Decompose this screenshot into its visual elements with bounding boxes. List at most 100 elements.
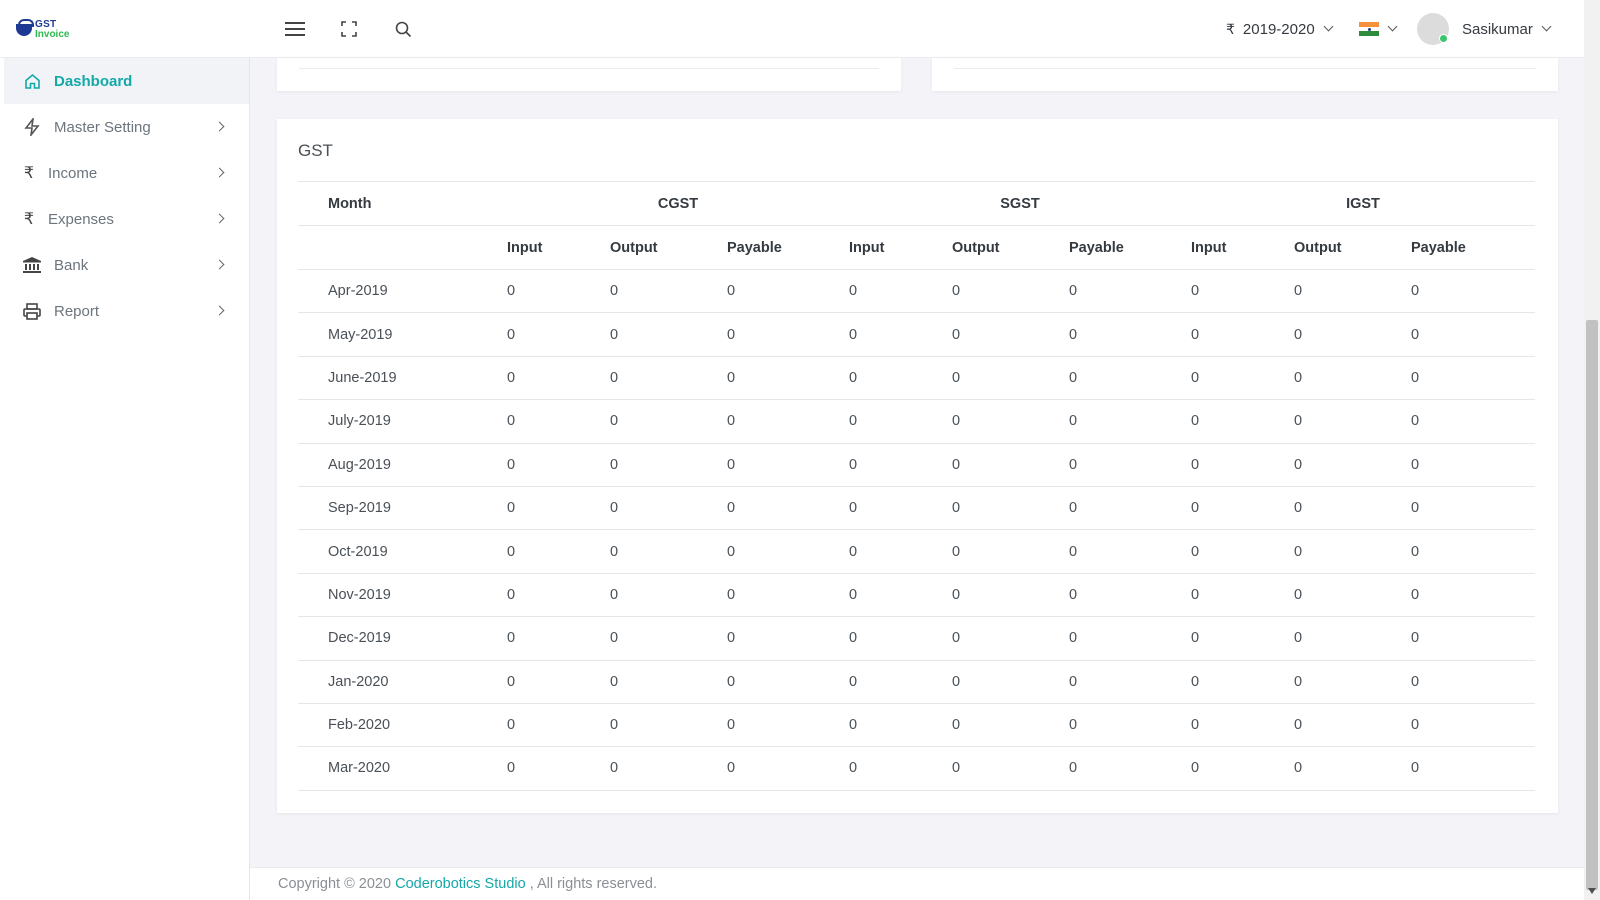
value-cell: 0 — [952, 616, 1069, 661]
value-cell: 0 — [610, 572, 727, 617]
column-header-blank — [298, 225, 507, 270]
user-menu-dropdown[interactable]: Sasikumar — [1462, 0, 1552, 58]
summary-card-right — [932, 58, 1558, 91]
value-cell: 0 — [727, 746, 849, 791]
logo-text-bottom: Invoice — [35, 29, 70, 40]
column-header-igst-payable: Payable — [1411, 225, 1535, 270]
value-cell: 0 — [610, 399, 727, 444]
value-cell: 0 — [1069, 659, 1191, 704]
value-cell: 0 — [727, 485, 849, 530]
value-cell: 0 — [849, 268, 952, 313]
logo-text-top: GST — [35, 19, 57, 30]
value-cell: 0 — [727, 529, 849, 574]
value-cell: 0 — [507, 746, 610, 791]
table-row: Nov-2019 0 0 0 0 0 0 0 0 0 — [298, 572, 1535, 617]
app-logo[interactable]: GST Invoice — [16, 18, 86, 42]
sidebar: Dashboard Master Setting ₹ Income ₹ Expe… — [0, 58, 250, 900]
value-cell: 0 — [1411, 702, 1535, 747]
sidebar-item-dashboard[interactable]: Dashboard — [4, 58, 249, 104]
sidebar-item-income[interactable]: ₹ Income — [0, 150, 249, 196]
value-cell: 0 — [507, 355, 610, 400]
value-cell: 0 — [849, 355, 952, 400]
copyright-prefix: Copyright © 2020 — [278, 876, 396, 892]
value-cell: 0 — [1069, 442, 1191, 487]
value-cell: 0 — [1411, 572, 1535, 617]
value-cell: 0 — [849, 442, 952, 487]
month-cell: Mar-2020 — [298, 746, 507, 791]
india-flag-icon — [1359, 22, 1379, 37]
value-cell: 0 — [507, 268, 610, 313]
value-cell: 0 — [849, 572, 952, 617]
value-cell: 0 — [952, 659, 1069, 704]
chevron-right-icon — [214, 259, 225, 270]
online-status-dot — [1439, 34, 1448, 43]
page-scrollbar-thumb[interactable] — [1586, 320, 1598, 890]
value-cell: 0 — [727, 572, 849, 617]
value-cell: 0 — [1411, 659, 1535, 704]
value-cell: 0 — [507, 702, 610, 747]
month-cell: Dec-2019 — [298, 616, 507, 661]
value-cell: 0 — [849, 399, 952, 444]
value-cell: 0 — [727, 616, 849, 661]
table-header-sub-row: Input Output Payable Input Output Payabl… — [298, 225, 1535, 270]
sidebar-item-report[interactable]: Report — [0, 288, 249, 334]
value-cell: 0 — [1294, 746, 1411, 791]
gst-table: Month CGST SGST IGST Input Output Payabl… — [298, 181, 1535, 791]
value-cell: 0 — [849, 702, 952, 747]
table-row: Oct-2019 0 0 0 0 0 0 0 0 0 — [298, 529, 1535, 574]
sidebar-item-expenses[interactable]: ₹ Expenses — [0, 196, 249, 242]
gst-card-title: GST — [298, 141, 333, 160]
value-cell: 0 — [1191, 399, 1294, 444]
column-header-sgst-payable: Payable — [1069, 225, 1191, 270]
value-cell: 0 — [507, 572, 610, 617]
value-cell: 0 — [1294, 399, 1411, 444]
value-cell: 0 — [1411, 268, 1535, 313]
value-cell: 0 — [1294, 616, 1411, 661]
value-cell: 0 — [1294, 442, 1411, 487]
value-cell: 0 — [610, 616, 727, 661]
value-cell: 0 — [1069, 485, 1191, 530]
month-cell: Apr-2019 — [298, 268, 507, 313]
value-cell: 0 — [727, 268, 849, 313]
table-row: Dec-2019 0 0 0 0 0 0 0 0 0 — [298, 616, 1535, 661]
value-cell: 0 — [1294, 355, 1411, 400]
value-cell: 0 — [952, 702, 1069, 747]
column-header-sgst-input: Input — [849, 225, 952, 270]
month-cell: June-2019 — [298, 355, 507, 400]
column-header-igst-input: Input — [1191, 225, 1294, 270]
search-icon[interactable] — [392, 18, 414, 40]
month-cell: Oct-2019 — [298, 529, 507, 574]
hamburger-menu-icon[interactable] — [284, 18, 306, 40]
column-header-sgst-output: Output — [952, 225, 1069, 270]
value-cell: 0 — [507, 529, 610, 574]
value-cell: 0 — [849, 616, 952, 661]
bolt-icon — [22, 118, 42, 136]
language-dropdown[interactable] — [1359, 0, 1398, 58]
fullscreen-icon[interactable] — [338, 18, 360, 40]
company-link[interactable]: Coderobotics Studio — [395, 876, 526, 892]
chevron-right-icon — [214, 167, 225, 178]
value-cell: 0 — [1191, 268, 1294, 313]
value-cell: 0 — [507, 616, 610, 661]
value-cell: 0 — [727, 702, 849, 747]
table-row: Apr-2019 0 0 0 0 0 0 0 0 0 — [298, 268, 1535, 313]
value-cell: 0 — [1411, 399, 1535, 444]
value-cell: 0 — [1411, 485, 1535, 530]
financial-year-dropdown[interactable]: ₹ 2019-2020 — [1226, 0, 1334, 58]
month-cell: Feb-2020 — [298, 702, 507, 747]
value-cell: 0 — [727, 312, 849, 357]
value-cell: 0 — [1069, 702, 1191, 747]
value-cell: 0 — [849, 312, 952, 357]
value-cell: 0 — [952, 355, 1069, 400]
sidebar-item-master-setting[interactable]: Master Setting — [0, 104, 249, 150]
value-cell: 0 — [1294, 572, 1411, 617]
column-header-cgst: CGST — [507, 181, 849, 226]
value-cell: 0 — [1191, 702, 1294, 747]
sidebar-item-bank[interactable]: Bank — [0, 242, 249, 288]
sidebar-item-label: Income — [48, 164, 98, 182]
value-cell: 0 — [727, 399, 849, 444]
scroll-down-arrow-icon[interactable] — [1588, 888, 1596, 894]
value-cell: 0 — [1191, 616, 1294, 661]
value-cell: 0 — [1069, 572, 1191, 617]
value-cell: 0 — [1411, 616, 1535, 661]
